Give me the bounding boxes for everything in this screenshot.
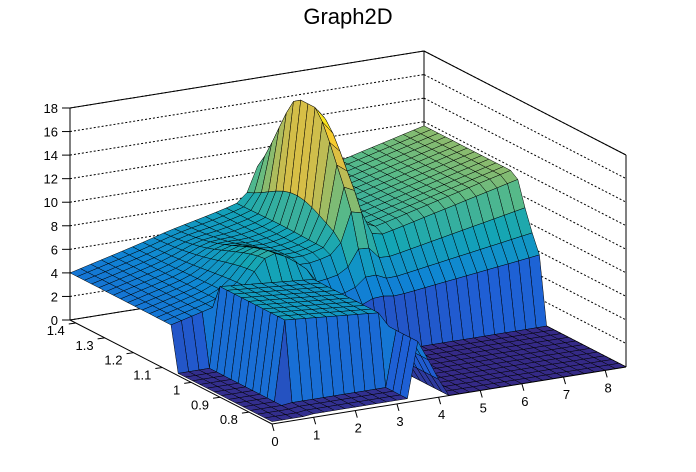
- y-tick: [241, 411, 249, 414]
- x-tick: [563, 376, 567, 385]
- y-tick: [126, 352, 134, 355]
- surface: [69, 99, 627, 422]
- z-tick-label: 8: [51, 219, 58, 234]
- gridline: [69, 97, 425, 156]
- y-tick-label: 1.1: [133, 368, 151, 383]
- x-tick: [438, 397, 442, 405]
- y-tick: [155, 367, 163, 370]
- z-tick-label: 2: [51, 289, 58, 304]
- x-tick: [354, 410, 358, 418]
- x-tick: [396, 403, 400, 412]
- x-tick-label: 7: [563, 387, 570, 402]
- x-tick: [521, 383, 525, 391]
- y-tick: [68, 322, 76, 325]
- x-tick-label: 2: [355, 421, 362, 436]
- y-tick-label: 1.2: [104, 353, 122, 368]
- frame-edge: [69, 319, 273, 425]
- gridline: [423, 121, 627, 227]
- y-tick-label: 1.3: [76, 338, 94, 353]
- x-tick-label: 1: [313, 427, 320, 442]
- gridline: [423, 97, 627, 203]
- y-tick-label: 1.4: [47, 323, 65, 338]
- x-axis: 0 1 2 3 4 5 6 7 8: [271, 370, 612, 449]
- z-tick-label: 18: [44, 101, 58, 116]
- frame-edge: [271, 366, 627, 425]
- frame-edge: [69, 50, 425, 109]
- y-axis: 0.8 0.9 1 1.1 1.2 1.3 1.4: [47, 322, 249, 427]
- z-tick-label: 10: [44, 195, 58, 210]
- x-tick-label: 4: [438, 407, 445, 422]
- z-tick-label: 4: [51, 266, 58, 281]
- y-tick-label: 0.8: [220, 412, 238, 427]
- z-tick-label: 16: [44, 125, 58, 140]
- x-tick: [271, 423, 275, 432]
- y-tick-label: 1: [173, 382, 180, 397]
- x-tick-label: 0: [271, 434, 278, 449]
- y-tick: [212, 396, 221, 399]
- x-tick: [479, 390, 483, 398]
- z-tick-label: 14: [44, 148, 58, 163]
- gridline: [69, 74, 425, 133]
- z-tick-label: 6: [51, 242, 58, 257]
- y-tick: [184, 381, 192, 384]
- x-tick: [604, 370, 608, 378]
- z-axis: 0 2 4 6 8 10 12 14 16 18: [44, 101, 71, 328]
- z-tick-label: 0: [51, 313, 58, 328]
- x-tick-label: 6: [521, 394, 528, 409]
- x-tick-label: 8: [605, 380, 612, 395]
- y-tick: [97, 337, 105, 340]
- y-tick-label: 0.9: [191, 397, 209, 412]
- frame-front: [69, 319, 627, 425]
- x-tick-label: 5: [480, 400, 487, 415]
- gridline: [423, 74, 627, 180]
- x-tick: [313, 417, 317, 425]
- x-tick-label: 3: [396, 414, 403, 429]
- surface-facet: [264, 416, 284, 422]
- gridline: [423, 50, 627, 156]
- z-tick-label: 12: [44, 172, 58, 187]
- chart-title: Graph2D: [303, 4, 393, 29]
